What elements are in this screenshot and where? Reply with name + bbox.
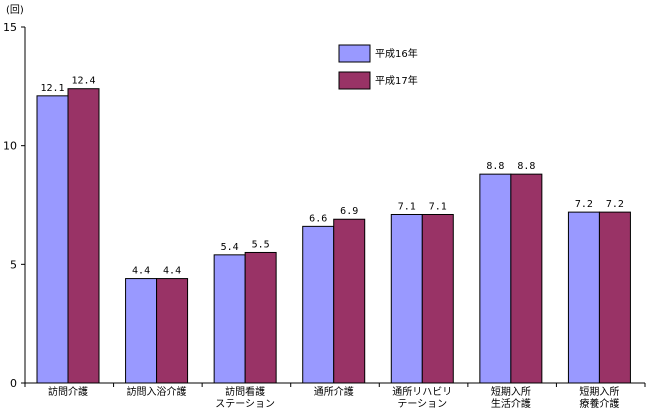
- bar-series1: [567, 211, 600, 384]
- bar-series1: [213, 254, 246, 384]
- bar-series2: [244, 251, 277, 384]
- bar-series1: [125, 278, 158, 384]
- data-label: 6.6: [309, 213, 327, 224]
- bar-series1: [479, 173, 512, 384]
- data-label: 8.8: [517, 161, 535, 172]
- data-label: 7.1: [398, 201, 416, 212]
- data-label: 5.5: [252, 239, 270, 250]
- x-category-label: 通所介護: [314, 385, 354, 398]
- data-label: 4.4: [163, 266, 181, 277]
- legend-swatch: [338, 71, 371, 90]
- data-label: 5.4: [221, 242, 239, 253]
- data-label: 12.4: [71, 76, 95, 87]
- x-category-label: 通所リハビリ: [392, 386, 452, 398]
- data-label: 6.9: [340, 206, 358, 217]
- x-category-label: ステーション: [215, 399, 275, 410]
- legend-label: 平成16年: [375, 47, 418, 60]
- x-category-label: テーション: [397, 399, 447, 410]
- bar-series2: [156, 278, 189, 384]
- y-unit-label: (回): [6, 4, 24, 16]
- x-category-label: 生活介護: [491, 397, 531, 410]
- x-category-label: 訪問看護: [225, 385, 265, 398]
- legend-label: 平成17年: [375, 74, 418, 87]
- y-tick-label: 5: [10, 258, 17, 271]
- data-label: 8.8: [486, 161, 504, 172]
- bar-series2: [333, 218, 366, 384]
- y-tick-label: 10: [3, 140, 17, 153]
- bar-series1: [36, 95, 69, 384]
- bar-series2: [510, 173, 543, 384]
- bar-series1: [390, 213, 423, 384]
- y-tick-label: 15: [3, 21, 17, 34]
- data-label: 7.1: [429, 201, 447, 212]
- bar-series1: [302, 225, 335, 384]
- bar-series2: [421, 213, 454, 384]
- data-label: 4.4: [132, 266, 150, 277]
- legend-swatch: [338, 44, 371, 63]
- x-category-label: 短期入所: [491, 385, 531, 398]
- data-label: 7.2: [606, 199, 624, 210]
- bar-series2: [67, 88, 100, 384]
- y-tick-label: 0: [10, 377, 17, 390]
- x-category-label: 短期入所: [579, 385, 619, 398]
- x-category-label: 療養介護: [579, 397, 619, 410]
- data-label: 12.1: [40, 83, 64, 94]
- bar-series2: [598, 211, 631, 384]
- x-category-label: 訪問介護: [48, 385, 88, 398]
- data-label: 7.2: [575, 199, 593, 210]
- x-category-label: 訪問入浴介護: [127, 385, 187, 398]
